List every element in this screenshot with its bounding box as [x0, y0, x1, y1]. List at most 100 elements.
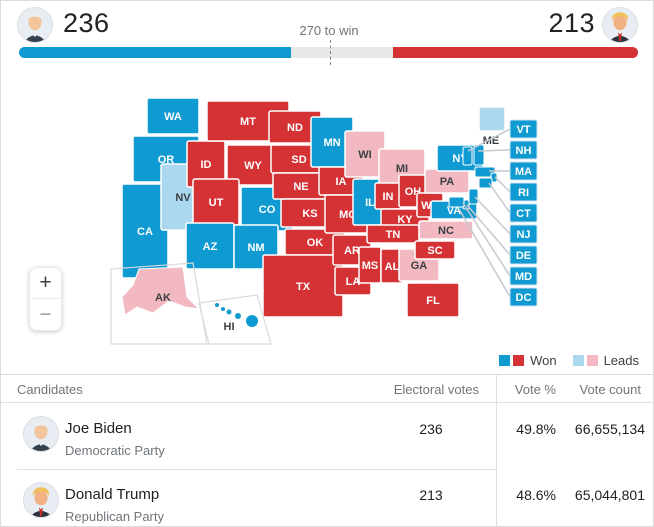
svg-text:VA: VA [447, 205, 462, 217]
svg-text:MI: MI [396, 163, 408, 175]
small-northeast-state [462, 146, 473, 166]
svg-text:NH: NH [516, 145, 532, 157]
state-nc[interactable]: NC [418, 220, 474, 240]
won-dem-swatch [499, 355, 511, 366]
small-northeast-state [474, 166, 496, 178]
table-column-divider [496, 375, 497, 526]
svg-text:OK: OK [307, 237, 324, 249]
svg-text:KY: KY [397, 214, 413, 226]
col-candidates: Candidates [17, 382, 83, 397]
electoral-progress-bar [19, 47, 638, 58]
svg-text:AK: AK [155, 292, 171, 304]
svg-text:MN: MN [323, 137, 340, 149]
candidate-party: Democratic Party [65, 443, 165, 458]
candidate-party: Republican Party [65, 509, 164, 524]
state-pa[interactable]: PA [424, 168, 470, 194]
candidate-row-trump[interactable]: Donald Trump Republican Party 213 48.6% … [1, 469, 653, 526]
callout-leader-line [494, 176, 511, 193]
state-al[interactable]: AL [380, 248, 404, 284]
svg-text:UT: UT [209, 197, 224, 209]
callout-leader-line [467, 128, 511, 152]
won-label: Won [530, 353, 557, 368]
electoral-votes-value: 236 [419, 421, 443, 437]
svg-text:MA: MA [515, 166, 532, 178]
trump-avatar [23, 482, 59, 518]
svg-text:MD: MD [515, 271, 532, 283]
scoreboard: 236 270 to win 213 [1, 1, 653, 65]
state-wa[interactable]: WA [146, 97, 200, 135]
svg-text:WY: WY [244, 160, 262, 172]
state-mn[interactable]: MN [310, 116, 354, 168]
state-id[interactable]: ID [186, 140, 226, 188]
svg-text:OR: OR [158, 154, 175, 166]
svg-text:IN: IN [383, 191, 394, 203]
callout-vt[interactable]: VT [509, 119, 538, 139]
state-fl[interactable]: FL [406, 282, 460, 318]
callout-nh[interactable]: NH [509, 140, 538, 160]
svg-text:SC: SC [427, 245, 442, 257]
col-vote-pct: Vote % [514, 382, 556, 397]
svg-text:VT: VT [516, 124, 530, 136]
callout-leader-line [474, 196, 511, 235]
svg-text:AL: AL [385, 261, 400, 273]
callout-leader-line [466, 204, 511, 256]
svg-text:ND: ND [287, 122, 303, 134]
candidate-name: Donald Trump [65, 486, 160, 503]
state-me[interactable]: ME [478, 106, 506, 147]
state-hi[interactable]: HI [215, 303, 258, 333]
zoom-out-button[interactable]: − [30, 299, 61, 330]
candidate-row-biden[interactable]: Joe Biden Democratic Party 236 49.8% 66,… [1, 403, 653, 469]
svg-text:WI: WI [358, 149, 371, 161]
svg-text:AZ: AZ [203, 241, 218, 253]
rep-electoral-total: 213 [548, 8, 595, 38]
svg-text:GA: GA [411, 260, 428, 272]
small-northeast-state [468, 188, 479, 205]
state-tn[interactable]: TN [366, 224, 420, 244]
state-ms[interactable]: MS [358, 246, 382, 284]
target-to-win-label: 270 to win [299, 23, 359, 38]
callout-ct[interactable]: CT [509, 203, 538, 223]
state-wy[interactable]: WY [226, 144, 280, 186]
biden-avatar [17, 7, 53, 43]
callout-md[interactable]: MD [509, 266, 538, 286]
svg-text:HI: HI [224, 321, 235, 333]
state-wi[interactable]: WI [344, 130, 386, 178]
svg-text:NM: NM [247, 242, 264, 254]
won-rep-swatch [513, 355, 525, 366]
svg-text:NV: NV [175, 192, 191, 204]
hawaii-inset-box [198, 294, 272, 345]
svg-text:NC: NC [438, 225, 454, 237]
svg-text:CT: CT [516, 208, 531, 220]
state-in[interactable]: IN [374, 182, 402, 210]
alaska-inset-box [110, 262, 208, 345]
col-electoral-votes: Electoral votes [393, 382, 479, 397]
callout-ma[interactable]: MA [509, 161, 538, 181]
svg-text:NJ: NJ [516, 229, 530, 241]
svg-text:TX: TX [296, 281, 311, 293]
callout-dc[interactable]: DC [509, 287, 538, 307]
map-legend: Won Leads [499, 353, 639, 368]
state-az[interactable]: AZ [185, 222, 235, 270]
zoom-in-button[interactable]: + [30, 268, 61, 299]
small-northeast-state [473, 144, 485, 166]
leads-dem-swatch [572, 355, 584, 366]
leads-label: Leads [603, 353, 639, 368]
svg-text:KS: KS [302, 208, 317, 220]
small-northeast-state [448, 196, 465, 208]
state-sc[interactable]: SC [414, 240, 456, 260]
state-ak[interactable]: AK [121, 266, 201, 316]
svg-text:RI: RI [518, 187, 529, 199]
callout-de[interactable]: DE [509, 245, 538, 265]
svg-text:FL: FL [426, 295, 440, 307]
state-ut[interactable]: UT [192, 178, 240, 226]
callout-ri[interactable]: RI [509, 182, 538, 202]
dem-electoral-total: 236 [63, 8, 110, 38]
callout-leader-line [477, 149, 511, 152]
map-zoom-control: + − [29, 267, 62, 331]
svg-text:DE: DE [516, 250, 531, 262]
state-ca[interactable]: CA [121, 183, 169, 279]
svg-text:SD: SD [291, 154, 306, 166]
state-tx[interactable]: TX [262, 254, 344, 318]
callout-nj[interactable]: NJ [509, 224, 538, 244]
